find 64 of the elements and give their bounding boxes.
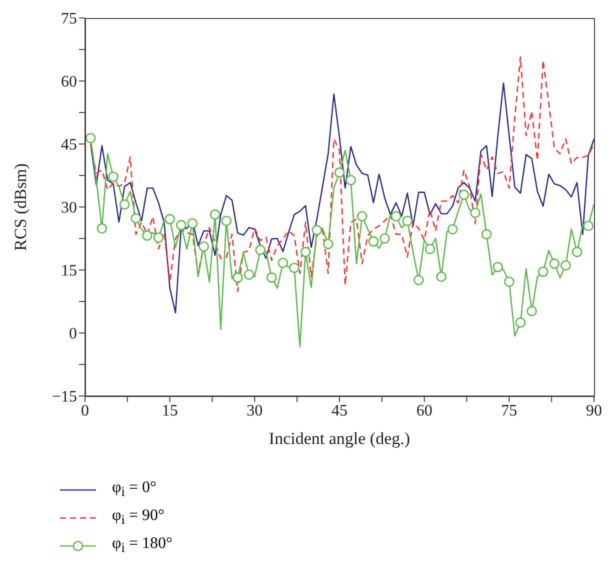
point bbox=[278, 258, 288, 268]
point bbox=[515, 317, 526, 328]
x-tick-label: 0 bbox=[81, 402, 89, 420]
point bbox=[312, 224, 322, 236]
legend-label: φ$_{i}$ = 0° bbox=[112, 479, 156, 501]
y-tick-label: −15 bbox=[52, 388, 77, 406]
point bbox=[334, 167, 345, 178]
point bbox=[526, 306, 537, 316]
y-tick-label: 45 bbox=[61, 136, 77, 154]
x-tick-label: 30 bbox=[246, 402, 263, 420]
point bbox=[390, 211, 402, 222]
x-tick-label: 90 bbox=[586, 402, 602, 420]
point bbox=[402, 216, 413, 226]
point bbox=[414, 274, 424, 286]
point bbox=[481, 229, 492, 240]
point bbox=[346, 174, 356, 186]
point bbox=[549, 258, 560, 269]
point bbox=[255, 244, 266, 255]
point bbox=[368, 236, 379, 247]
point bbox=[470, 208, 480, 218]
point bbox=[572, 246, 582, 258]
point bbox=[244, 269, 254, 280]
y-tick-label: 30 bbox=[61, 200, 77, 217]
point bbox=[198, 241, 209, 252]
point bbox=[187, 218, 198, 229]
point bbox=[176, 220, 186, 230]
x-axis-title: Incident angle (deg.) bbox=[268, 429, 410, 448]
point bbox=[96, 223, 108, 234]
point bbox=[356, 211, 368, 222]
y-axis-title: RCS (dBsm) bbox=[10, 163, 30, 251]
point bbox=[289, 262, 300, 274]
point bbox=[436, 272, 446, 282]
y-tick-label: 15 bbox=[61, 262, 77, 280]
point bbox=[232, 272, 243, 283]
point bbox=[300, 246, 311, 258]
point bbox=[447, 224, 458, 234]
point bbox=[221, 216, 232, 226]
point bbox=[119, 199, 130, 210]
point bbox=[583, 220, 594, 232]
point bbox=[538, 266, 548, 277]
point bbox=[380, 233, 390, 244]
legend-label: φ$_{i}$ = 90° bbox=[112, 507, 164, 529]
point bbox=[210, 209, 220, 220]
point bbox=[504, 276, 514, 287]
y-tick-label: 75 bbox=[61, 10, 77, 28]
point bbox=[323, 238, 334, 250]
point bbox=[458, 190, 470, 200]
y-tick-label: 0 bbox=[69, 326, 77, 343]
point bbox=[266, 272, 277, 283]
point bbox=[142, 230, 152, 241]
point bbox=[86, 132, 96, 144]
x-tick-label: 60 bbox=[416, 402, 432, 420]
point bbox=[153, 232, 164, 243]
point bbox=[108, 172, 118, 182]
point bbox=[492, 262, 504, 272]
point bbox=[164, 214, 175, 224]
point bbox=[424, 244, 436, 254]
point bbox=[130, 213, 142, 224]
x-tick-label: 45 bbox=[332, 402, 348, 420]
x-tick-label: 75 bbox=[501, 402, 518, 420]
x-tick-label: 15 bbox=[162, 402, 178, 420]
legend-label: φ$_{i}$ = 180° bbox=[112, 535, 172, 557]
point bbox=[560, 260, 571, 271]
y-tick-label: 60 bbox=[61, 74, 77, 91]
